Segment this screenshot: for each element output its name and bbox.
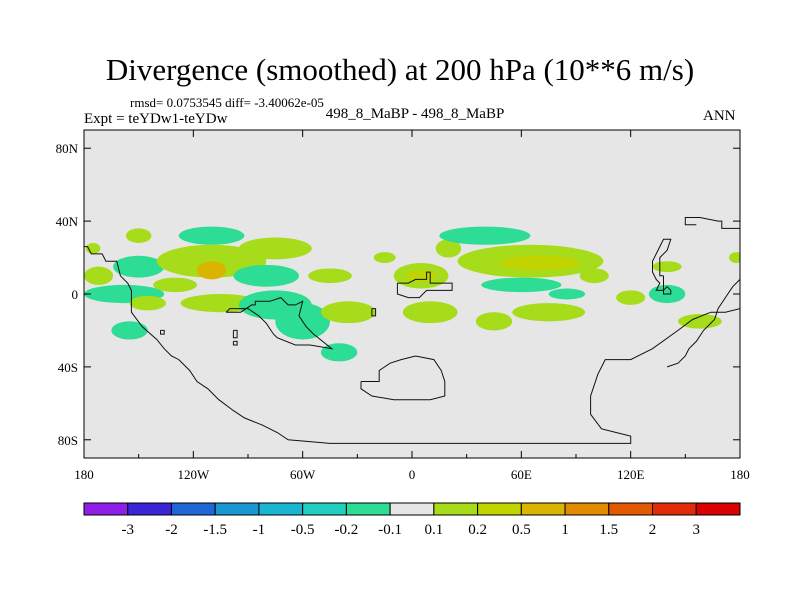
outline-pacific-isle-3 <box>232 340 238 346</box>
anomaly-blob-3 <box>113 255 165 278</box>
anomaly-blob-5 <box>111 321 148 340</box>
land-outlines <box>84 217 740 444</box>
colorbar-swatch-3 <box>214 502 260 516</box>
colorbar-label-1: -2 <box>165 522 178 538</box>
x-tick-label-0: 180 <box>74 467 94 482</box>
y-tick-label-3: 40S <box>58 360 78 375</box>
colorbar-label-13: 3 <box>693 522 701 538</box>
anomaly-blob-24 <box>439 226 531 245</box>
anomaly-blob-10 <box>178 226 245 245</box>
colorbar-swatch-5 <box>302 502 347 516</box>
colorbar-label-5: -0.2 <box>335 522 359 538</box>
colorbar-swatch-4 <box>258 502 304 516</box>
y-tick-label-0: 80N <box>56 141 79 156</box>
outline-pacific-isle-2 <box>232 329 238 339</box>
anomaly-blob-19 <box>373 252 396 264</box>
anomaly-blob-2 <box>125 228 152 243</box>
colorbar-label-4: -0.5 <box>291 522 315 538</box>
outline-east-coast <box>666 279 740 368</box>
anomaly-blob-9 <box>153 277 197 293</box>
x-tick-label-5: 120E <box>617 467 645 482</box>
colorbar-label-7: 0.1 <box>424 522 443 538</box>
outline-greenland <box>684 217 740 229</box>
outline-pacific-isle-1 <box>160 329 165 335</box>
anomaly-blob-31 <box>579 268 609 284</box>
colorbar-swatch-7 <box>389 502 435 516</box>
season-label: ANN <box>703 108 736 124</box>
colorbar-swatch-0 <box>83 502 129 516</box>
colorbar-swatch-10 <box>520 502 566 516</box>
outline-central-west <box>225 297 334 350</box>
colorbar-label-6: -0.1 <box>378 522 402 538</box>
x-tick-label-6: 180 <box>730 467 750 482</box>
anomaly-blob-17 <box>320 343 358 362</box>
rmsd-diff-text: rmsd= 0.0753545 diff= -3.40062e-05 <box>130 95 324 110</box>
anomaly-blob-18 <box>308 268 352 284</box>
y-tick-label-4: 80S <box>58 433 78 448</box>
anomaly-blob-16 <box>320 301 376 324</box>
colorbar-swatch-2 <box>170 502 216 516</box>
colorbar-swatch-11 <box>564 502 610 516</box>
anomaly-blob-21 <box>406 270 436 282</box>
colorbar-swatch-13 <box>652 502 697 516</box>
outline-antarctic-peninsula <box>360 355 446 401</box>
anomaly-blob-0 <box>84 266 114 285</box>
anomaly-blob-11 <box>238 237 312 260</box>
colorbar: -3 -2 -1.5 -1 -0.5 -0.2 -0.1 0.1 0.2 0.5 1 1.5 2 3 <box>83 502 741 538</box>
outline-equatorial-africa <box>396 271 453 299</box>
anomaly-blob-22 <box>402 301 458 324</box>
x-axis: 180 120W 60W 0 60E 120E 180 <box>74 130 750 482</box>
colorbar-label-11: 1.5 <box>599 522 618 538</box>
anomaly-blob-12 <box>233 264 300 287</box>
chart-title: Divergence (smoothed) at 200 hPa (10**6 … <box>105 52 695 87</box>
colorbar-label-10: 1 <box>561 522 569 538</box>
colorbar-swatch-12 <box>608 502 654 516</box>
x-tick-label-3: 0 <box>409 467 416 482</box>
anomaly-blob-29 <box>512 303 586 322</box>
outline-americas <box>84 246 740 444</box>
colorbar-swatch-14 <box>695 502 741 516</box>
y-axis: 80N 40N 0 40S 80S <box>56 141 740 448</box>
colorbar-label-12: 2 <box>649 522 657 538</box>
colorbar-swatch-6 <box>345 502 391 516</box>
anomaly-blob-28 <box>475 312 513 331</box>
anomaly-blob-32 <box>616 290 646 305</box>
anomaly-blob-6 <box>129 295 166 311</box>
x-tick-label-4: 60E <box>511 467 532 482</box>
y-tick-label-1: 40N <box>56 214 79 229</box>
experiment-label: Expt = teYDw1-teYDw <box>84 111 228 127</box>
anomaly-blob-35 <box>678 314 722 329</box>
anomaly-blob-27 <box>481 277 562 293</box>
anomaly-blob-30 <box>548 288 586 300</box>
y-tick-label-2: 0 <box>72 287 79 302</box>
anomaly-blob-8 <box>196 261 227 280</box>
colorbar-label-9: 0.5 <box>512 522 531 538</box>
anomaly-blob-23 <box>435 239 462 258</box>
x-tick-label-2: 60W <box>290 467 316 482</box>
anomaly-blob-34 <box>652 261 682 273</box>
colorbar-swatch-8 <box>433 502 479 516</box>
anomaly-blob-36 <box>729 252 740 264</box>
colorbar-label-2: -1.5 <box>203 522 227 538</box>
colorbar-label-0: -3 <box>121 522 134 538</box>
colorbar-swatch-9 <box>477 502 522 516</box>
outline-sumatra <box>652 238 672 295</box>
case-label: 498_8_MaBP - 498_8_MaBP <box>325 106 505 122</box>
x-tick-label-1: 120W <box>177 467 210 482</box>
colorbar-label-3: -1 <box>253 522 266 538</box>
outline-lake <box>371 308 377 317</box>
colorbar-swatch-1 <box>127 502 172 516</box>
anomaly-blob-26 <box>499 255 580 271</box>
colorbar-label-8: 0.2 <box>468 522 487 538</box>
